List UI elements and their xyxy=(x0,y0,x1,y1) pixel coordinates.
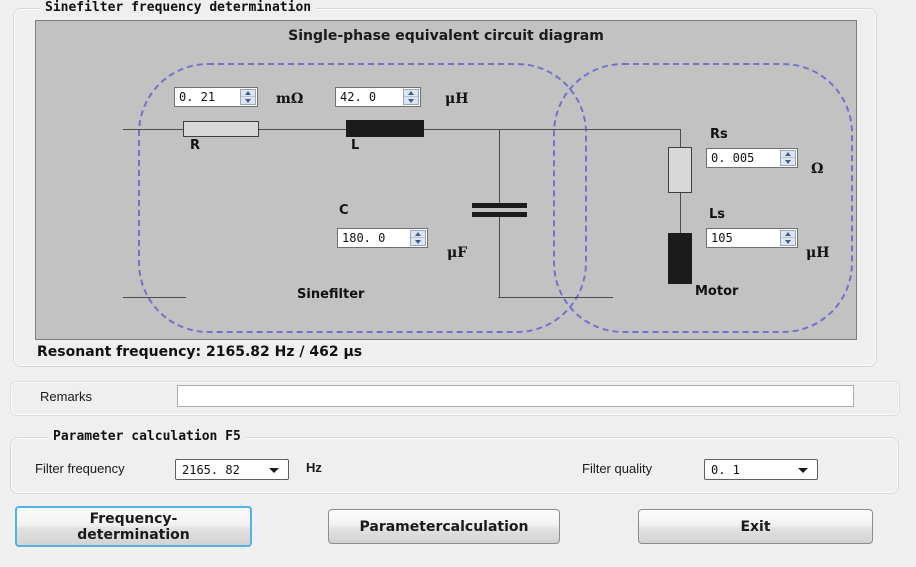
resonant-frequency-text: Resonant frequency: 2165.82 Hz / 462 μs xyxy=(37,344,363,360)
l-value-spinner[interactable]: 42. 0 xyxy=(335,87,421,107)
circuit-panel-title: Single-phase equivalent circuit diagram xyxy=(288,28,604,44)
spin-down-icon[interactable] xyxy=(241,97,255,104)
exit-button-label: Exit xyxy=(740,518,771,535)
capacitor-plate-top xyxy=(472,203,527,208)
ls-spin-buttons xyxy=(780,230,796,246)
motor-wire-mid xyxy=(680,193,681,233)
rs-spin-buttons xyxy=(780,150,796,166)
c-unit: μF xyxy=(447,245,468,261)
frequency-determination-button-label: Frequency- determination xyxy=(77,510,190,543)
label-c: C xyxy=(339,203,349,218)
spin-down-icon[interactable] xyxy=(781,238,795,245)
left-terminal-stub xyxy=(123,297,186,298)
filter-quality-value: 0. 1 xyxy=(711,463,740,477)
frequency-determination-button[interactable]: Frequency- determination xyxy=(15,506,252,547)
label-rs: Rs xyxy=(710,127,728,142)
parameter-calculation-button-label: Parametercalculation xyxy=(359,518,529,535)
parameter-groupbox xyxy=(10,437,899,494)
l-value[interactable]: 42. 0 xyxy=(340,90,377,104)
circuit-panel: Single-phase equivalent circuit diagram … xyxy=(35,20,857,340)
motor-wire-top xyxy=(680,129,681,147)
spin-up-icon[interactable] xyxy=(241,90,255,97)
ls-unit: μH xyxy=(806,245,830,261)
ls-value[interactable]: 105 xyxy=(711,231,733,245)
filter-frequency-label: Filter frequency xyxy=(35,461,125,476)
spin-up-icon[interactable] xyxy=(781,231,795,238)
sinefilter-groupbox-title: Sinefilter frequency determination xyxy=(40,0,317,15)
motor-dashed-region xyxy=(553,63,853,333)
label-ls: Ls xyxy=(709,207,726,222)
spin-down-icon[interactable] xyxy=(411,238,425,245)
resistor-r-symbol xyxy=(183,121,259,137)
l-spin-buttons xyxy=(403,89,419,105)
filter-frequency-value: 2165. 82 xyxy=(182,463,240,477)
remarks-input[interactable] xyxy=(177,385,854,407)
filter-frequency-dropdown[interactable]: 2165. 82 xyxy=(175,459,289,480)
label-motor: Motor xyxy=(695,284,739,299)
c-value[interactable]: 180. 0 xyxy=(342,231,386,245)
exit-button[interactable]: Exit xyxy=(638,509,873,544)
filter-quality-dropdown[interactable]: 0. 1 xyxy=(704,459,818,480)
rs-unit: Ω xyxy=(811,161,824,177)
label-sinefilter: Sinefilter xyxy=(297,287,365,302)
rs-value-spinner[interactable]: 0. 005 xyxy=(706,148,798,168)
spin-up-icon[interactable] xyxy=(404,90,418,97)
label-r: R xyxy=(190,138,201,153)
r-value[interactable]: 0. 21 xyxy=(179,90,216,104)
c-value-spinner[interactable]: 180. 0 xyxy=(337,228,428,248)
sinefilter-groupbox xyxy=(13,8,877,367)
filter-quality-label: Filter quality xyxy=(582,461,653,476)
inductor-ls-symbol xyxy=(668,233,692,284)
c-spin-buttons xyxy=(410,230,426,246)
ls-value-spinner[interactable]: 105 xyxy=(706,228,798,248)
capacitor-plate-bottom xyxy=(472,212,527,217)
r-value-spinner[interactable]: 0. 21 xyxy=(174,87,258,107)
remarks-panel xyxy=(10,381,900,416)
capacitor-wire-upper xyxy=(499,129,500,203)
parameter-groupbox-title: Parameter calculation F5 xyxy=(48,429,246,444)
inductor-l-symbol xyxy=(346,120,424,137)
capacitor-wire-lower xyxy=(499,217,500,298)
r-spin-buttons xyxy=(240,89,256,105)
dropdown-arrow-icon[interactable] xyxy=(269,468,279,473)
bottom-wire xyxy=(498,297,613,298)
label-l: L xyxy=(351,138,360,153)
spin-down-icon[interactable] xyxy=(781,158,795,165)
l-unit: μH xyxy=(445,91,469,107)
remarks-label: Remarks xyxy=(40,389,93,404)
spin-up-icon[interactable] xyxy=(411,231,425,238)
spin-up-icon[interactable] xyxy=(781,151,795,158)
dropdown-arrow-icon[interactable] xyxy=(798,468,808,473)
parameter-calculation-button[interactable]: Parametercalculation xyxy=(328,509,560,544)
spin-down-icon[interactable] xyxy=(404,97,418,104)
r-unit: mΩ xyxy=(276,91,304,107)
resistor-rs-symbol xyxy=(668,147,692,193)
sinefilter-dashed-region xyxy=(138,63,587,333)
rs-value[interactable]: 0. 005 xyxy=(711,151,755,165)
filter-frequency-unit: Hz xyxy=(306,460,322,475)
